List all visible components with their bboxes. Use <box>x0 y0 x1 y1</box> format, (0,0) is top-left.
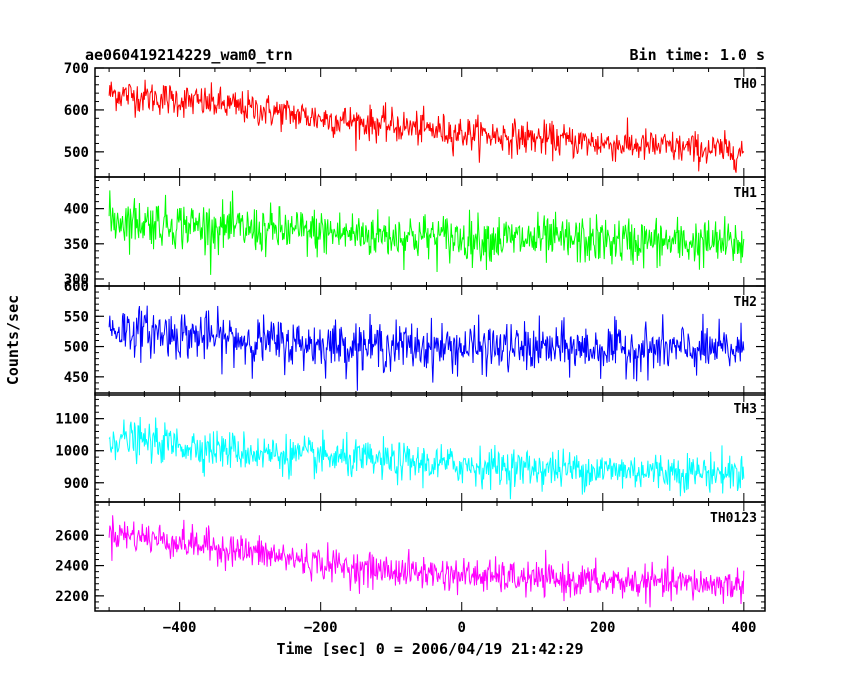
x-tick-label: −400 <box>163 620 197 636</box>
y-axis-label: Counts/sec <box>4 295 22 385</box>
series-line-th1 <box>108 190 745 275</box>
x-axis-label: Time [sec] 0 = 2006/04/19 21:42:29 <box>276 640 583 658</box>
y-tick-label: 1100 <box>55 412 89 428</box>
x-tick-label: 200 <box>590 620 615 636</box>
y-tick-label: 350 <box>64 237 89 253</box>
bin-time-label: Bin time: 1.0 s <box>630 46 765 64</box>
y-tick-label: 500 <box>64 145 89 161</box>
panels-group: 500 600 700 TH0 300 350 400 TH1 450 500 550 600 TH2 9… <box>55 61 766 636</box>
series-line-th0123 <box>108 515 745 608</box>
series-line-th3 <box>108 417 745 500</box>
panel-th2: 450 500 550 600 TH2 <box>64 279 766 396</box>
y-tick-label: 600 <box>64 103 89 119</box>
y-tick-label: 450 <box>64 370 89 386</box>
y-tick-label: 900 <box>64 476 89 492</box>
panel-th3: 900 1000 1100 TH3 <box>55 392 766 503</box>
y-tick-label: 600 <box>64 279 89 295</box>
series-line-th0 <box>108 79 745 173</box>
y-tick-label: 500 <box>64 340 89 356</box>
panel-label-th0123: TH0123 <box>710 511 757 526</box>
panel-th0: 500 600 700 TH0 <box>64 61 766 178</box>
y-tick-label: 1000 <box>55 444 89 460</box>
y-tick-label: 2600 <box>55 528 89 544</box>
y-tick-label: 2400 <box>55 559 89 575</box>
x-tick-label: −200 <box>304 620 338 636</box>
series-line-th2 <box>108 305 745 391</box>
panel-label-th0: TH0 <box>734 77 758 92</box>
y-tick-label: 300 <box>64 272 89 288</box>
panel-th1: 300 350 400 TH1 <box>64 176 766 288</box>
panel-label-th3: TH3 <box>734 402 757 417</box>
panel-label-th1: TH1 <box>734 186 758 201</box>
x-tick-label: 0 <box>458 620 466 636</box>
panel-label-th2: TH2 <box>734 295 757 310</box>
panel-frame <box>94 176 766 287</box>
panel-frame <box>94 501 766 612</box>
y-tick-label: 700 <box>64 61 89 77</box>
chart-title: ae060419214229_wam0_trn <box>85 46 293 64</box>
y-tick-label: 400 <box>64 202 89 218</box>
y-tick-label: 550 <box>64 309 89 325</box>
panel-th0123: 2200 2400 2600 TH0123 <box>55 501 766 612</box>
y-tick-label: 2200 <box>55 589 89 605</box>
x-tick-label: 400 <box>731 620 756 636</box>
